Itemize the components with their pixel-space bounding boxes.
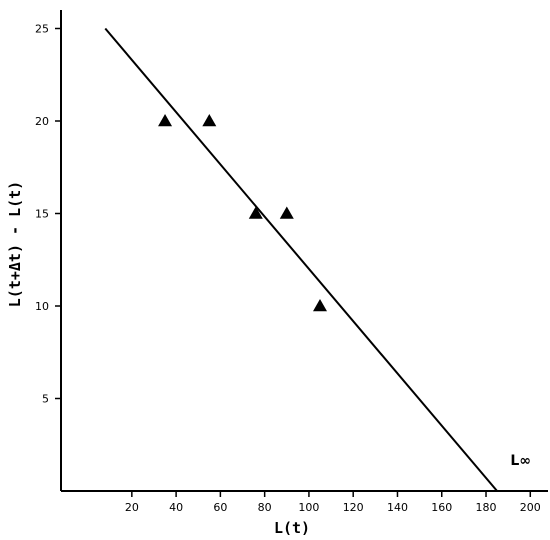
x-tick-label: 160 [431,501,452,514]
y-tick-label: 15 [35,208,49,221]
x-tick-label: 120 [343,501,364,514]
x-tick-label: 80 [258,501,272,514]
data-point [279,206,294,219]
axes [60,10,548,492]
y-tick-label: 10 [35,300,49,313]
x-tick-label: 20 [125,501,139,514]
y-tick-label: 5 [42,393,49,406]
data-point [202,114,217,127]
y-tick-label: 20 [35,115,49,128]
y-tick-label: 25 [35,23,49,36]
regression-line-layer [104,27,498,492]
x-tick-label: 200 [520,501,541,514]
x-tick-label: 40 [169,501,183,514]
points-layer [158,114,327,312]
x-axis-label: L(t) [274,519,310,537]
x-tick-label: 140 [387,501,408,514]
data-point [158,114,173,127]
ticks: 20 40 60 80 100 120 140 160 180 200 5 10 15 20 25 [35,23,541,515]
data-point [248,206,263,219]
x-tick-label: 180 [476,501,497,514]
data-point [312,299,327,312]
x-tick-label: 100 [298,501,319,514]
x-tick-label: 60 [213,501,227,514]
regression-line [104,27,498,492]
y-axis-label: L(t+Δt) - L(t) [6,181,24,307]
annotation-layer: L∞ [510,453,531,469]
l-infinity-annotation: L∞ [510,453,531,469]
